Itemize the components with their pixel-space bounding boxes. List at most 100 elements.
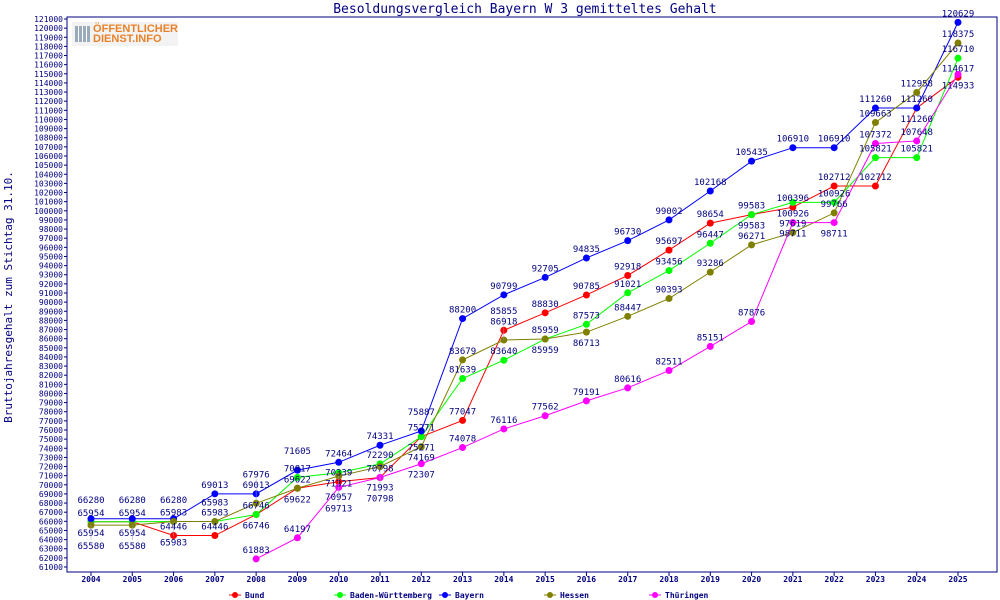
data-point [913, 104, 921, 112]
data-label: 71605 [284, 447, 311, 457]
y-tick-label: 103000 [34, 179, 63, 188]
data-point [252, 555, 260, 563]
x-tick-label: 2014 [494, 575, 513, 584]
y-tick-label: 87000 [39, 326, 63, 335]
data-label: 76116 [490, 416, 517, 426]
y-tick-label: 118000 [34, 42, 63, 51]
y-tick-label: 105000 [34, 161, 63, 170]
data-label: 116710 [942, 45, 975, 55]
data-point [541, 309, 549, 317]
data-point [459, 315, 467, 323]
data-label: 88830 [532, 300, 559, 310]
data-point [541, 335, 549, 343]
data-label: 98711 [779, 230, 806, 240]
legend: Bund Baden-Württemberg Bayern Hessen Thüring… [229, 590, 709, 600]
data-label: 100926 [777, 209, 810, 219]
y-tick-label: 90000 [39, 298, 63, 307]
data-point [417, 433, 425, 441]
data-label: 114933 [942, 81, 975, 91]
data-point [706, 219, 714, 227]
y-tick-label: 76000 [39, 426, 63, 435]
y-tick-label: 65000 [39, 526, 63, 535]
data-point [954, 54, 962, 62]
data-label: 102712 [818, 173, 851, 183]
y-tick-label: 61000 [39, 563, 63, 572]
data-point [541, 412, 549, 420]
data-point [830, 198, 838, 206]
data-label: 69622 [284, 495, 311, 505]
data-label: 99002 [655, 207, 682, 217]
x-tick-label: 2025 [948, 575, 967, 584]
data-point [624, 312, 632, 320]
data-label: 92918 [614, 262, 641, 272]
y-tick-label: 68000 [39, 499, 63, 508]
y-tick-label: 70000 [39, 481, 63, 490]
x-tick-label: 2020 [742, 575, 761, 584]
data-point [500, 291, 508, 299]
data-label: 92705 [532, 264, 559, 274]
data-label: 91021 [614, 280, 641, 290]
data-label: 79191 [573, 388, 600, 398]
data-label: 88200 [449, 306, 476, 316]
y-tick-label: 83000 [39, 362, 63, 371]
series-line-Bayern [91, 22, 959, 520]
data-point [211, 532, 219, 540]
data-label: 70817 [284, 464, 311, 474]
data-label: 70798 [366, 495, 393, 505]
data-point [748, 157, 756, 165]
data-label: 87573 [573, 311, 600, 321]
data-point [293, 484, 301, 492]
plot-frame [66, 16, 998, 573]
data-label: 114617 [942, 64, 975, 74]
data-point [913, 88, 921, 96]
y-tick-label: 99000 [39, 216, 63, 225]
data-point [954, 39, 962, 47]
x-tick-label: 2010 [329, 575, 348, 584]
data-label: 96730 [614, 228, 641, 238]
data-point [500, 425, 508, 433]
x-tick-label: 2007 [205, 575, 224, 584]
data-point [335, 458, 343, 466]
series-line-Thüringen [255, 74, 959, 560]
data-label: 90785 [573, 282, 600, 292]
data-label: 98711 [821, 230, 848, 240]
data-point [665, 367, 673, 375]
data-point [87, 515, 95, 523]
y-tick-label: 84000 [39, 353, 63, 362]
data-point [541, 273, 549, 281]
y-tick-label: 81000 [39, 380, 63, 389]
data-label: 99766 [821, 200, 848, 210]
data-point [706, 342, 714, 350]
site-logo: ÖFFENTLICHER DIENST.INFO [72, 22, 178, 46]
y-tick-label: 114000 [34, 79, 63, 88]
data-point [748, 318, 756, 326]
x-tick-label: 2013 [453, 575, 472, 584]
y-tick-label: 63000 [39, 545, 63, 554]
series-line-Baden-Württemberg [91, 57, 959, 523]
data-label: 64446 [201, 523, 228, 533]
data-point [748, 241, 756, 249]
data-point [665, 267, 673, 275]
data-point [500, 356, 508, 364]
data-label: 111260 [900, 115, 933, 125]
x-tick-label: 2019 [701, 575, 720, 584]
legend-label: Bund [245, 591, 264, 600]
y-tick-label: 85000 [39, 344, 63, 353]
logo-line-2: DIENST.INFO [93, 33, 162, 45]
data-point [582, 328, 590, 336]
data-label: 69013 [201, 481, 228, 491]
y-tick-label: 92000 [39, 280, 63, 289]
data-point [459, 444, 467, 452]
data-label: 99583 [738, 222, 765, 232]
data-label: 74331 [366, 432, 393, 442]
data-point [624, 237, 632, 245]
x-tick-label: 2012 [412, 575, 431, 584]
data-label: 65580 [119, 542, 146, 552]
data-label: 83679 [449, 347, 476, 357]
data-point [789, 198, 797, 206]
y-tick-label: 120000 [34, 24, 63, 33]
data-label: 95697 [655, 237, 682, 247]
data-label: 111260 [900, 95, 933, 105]
